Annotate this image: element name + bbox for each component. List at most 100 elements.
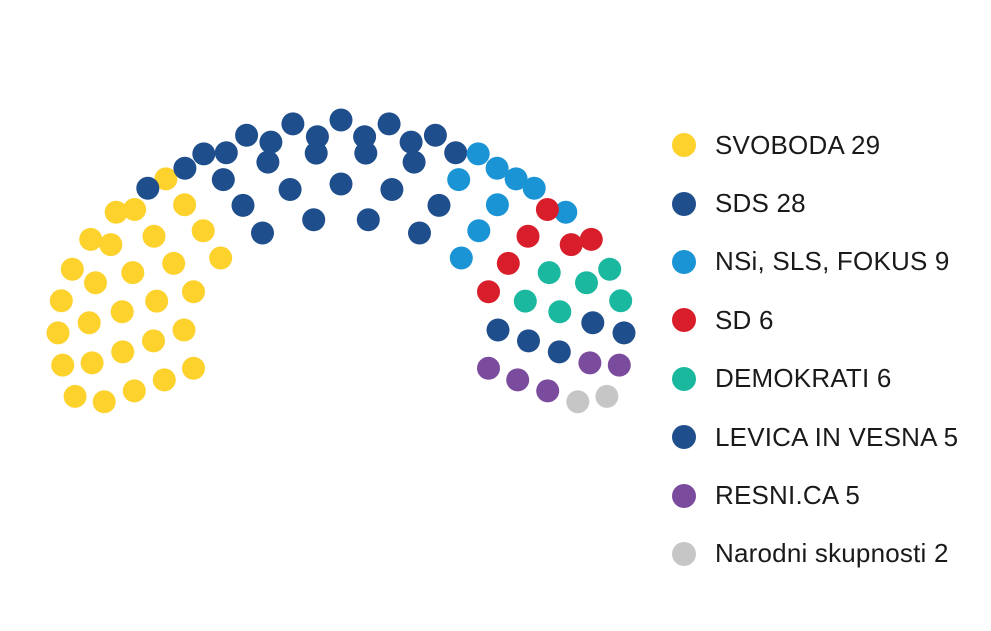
seat-svoboda <box>209 246 233 270</box>
seat-levica-in-vesna <box>486 318 510 342</box>
seat-sds <box>251 221 274 245</box>
seat-sds <box>444 141 468 165</box>
seat-levica-in-vesna <box>547 340 571 364</box>
seat-sds <box>281 112 305 136</box>
seat-nsi-sls-fokus <box>485 193 509 217</box>
seat-sds <box>259 130 283 154</box>
seat-demokrati <box>537 261 561 285</box>
seat-sds <box>356 208 380 232</box>
seat-demokrati <box>609 289 633 313</box>
seat-sd <box>559 233 583 257</box>
seat-svoboda <box>104 200 128 224</box>
seat-sds <box>302 208 326 232</box>
seat-sds <box>354 141 378 165</box>
legend-swatch-nsi-sls-fokus <box>672 249 696 274</box>
legend-item-sd: SD 6 <box>672 291 958 349</box>
seat-svoboda <box>172 318 196 342</box>
seat-sds <box>402 150 426 174</box>
seat-svoboda <box>191 219 215 243</box>
legend-swatch-levica-in-vesna <box>672 425 696 450</box>
legend-swatch-svoboda <box>672 133 696 158</box>
seat-narodni-skupnosti <box>566 390 590 414</box>
seat-svoboda <box>110 300 134 324</box>
seat-levica-in-vesna <box>612 321 636 345</box>
legend-label-resnica: RESNI.CA 5 <box>715 480 861 511</box>
seat-svoboda <box>49 289 73 313</box>
seat-sds <box>380 178 404 201</box>
legend-swatch-demokrati <box>672 366 696 391</box>
seat-svoboda <box>145 289 169 313</box>
legend-item-resnica: RESNI.CA 5 <box>672 466 958 524</box>
seat-resni-ca <box>506 368 530 392</box>
seat-demokrati <box>598 257 622 281</box>
seat-levica-in-vesna <box>581 311 605 335</box>
seat-demokrati <box>513 289 537 313</box>
seat-svoboda <box>152 368 176 392</box>
seat-sds <box>278 178 302 201</box>
seat-svoboda <box>182 356 205 380</box>
seat-sds <box>214 141 238 165</box>
seat-sds <box>399 130 423 154</box>
legend-label-svoboda: SVOBODA 29 <box>715 129 881 160</box>
seat-nsi-sls-fokus <box>467 219 491 243</box>
seat-sd <box>579 227 603 251</box>
legend-item-demokrati: DEMOKRATI 6 <box>672 350 958 408</box>
seat-sd <box>477 280 500 304</box>
seat-svoboda <box>142 224 166 248</box>
seat-resni-ca <box>477 356 500 380</box>
seat-sds <box>305 125 329 149</box>
seat-demokrati <box>575 271 598 295</box>
seat-sds <box>256 150 280 174</box>
seat-svoboda <box>46 321 70 345</box>
seat-sds <box>136 176 160 200</box>
legend-label-levica-in-vesna: LEVICA IN VESNA 5 <box>715 421 959 452</box>
seat-svoboda <box>51 353 75 377</box>
seat-sds <box>408 221 431 245</box>
seat-svoboda <box>77 311 101 335</box>
seat-resni-ca <box>536 379 560 403</box>
seat-sds <box>173 156 197 180</box>
seat-svoboda <box>63 384 87 408</box>
legend-swatch-sds <box>672 191 696 216</box>
seat-nsi-sls-fokus <box>554 200 578 224</box>
seat-sds <box>329 172 353 196</box>
seat-demokrati <box>548 300 572 324</box>
seat-sds <box>231 193 255 217</box>
seat-sds <box>329 108 353 132</box>
legend-item-levica-in-vesna: LEVICA IN VESNA 5 <box>672 408 958 466</box>
seat-svoboda <box>84 271 107 295</box>
seat-nsi-sls-fokus <box>447 168 471 192</box>
seat-svoboda <box>99 233 123 257</box>
seat-svoboda <box>121 261 145 285</box>
seat-levica-in-vesna <box>517 329 540 353</box>
seat-nsi-sls-fokus <box>449 246 473 270</box>
seat-resni-ca <box>607 353 631 377</box>
legend-item-svoboda: SVOBODA 29 <box>672 116 958 174</box>
seat-nsi-sls-fokus <box>522 176 546 200</box>
seat-sds <box>211 168 235 192</box>
seat-svoboda <box>162 251 186 275</box>
legend-label-nsi-sls-fokus: NSi, SLS, FOKUS 9 <box>715 246 950 277</box>
seat-resni-ca <box>578 351 602 375</box>
seat-svoboda <box>123 198 147 221</box>
seat-sds <box>423 123 447 147</box>
seat-sds <box>377 112 401 136</box>
seat-sd <box>535 198 559 221</box>
seat-svoboda <box>182 280 205 304</box>
seat-sds <box>235 123 259 147</box>
legend-label-sds: SDS 28 <box>715 188 806 219</box>
seat-sds <box>353 125 377 149</box>
legend-label-narodni-skupnosti: Narodni skupnosti 2 <box>715 538 949 569</box>
seat-sd <box>516 224 540 248</box>
seat-sds <box>304 141 328 165</box>
seat-svoboda <box>154 167 178 191</box>
seat-narodni-skupnosti <box>595 384 619 408</box>
legend-label-sd: SD 6 <box>715 304 774 335</box>
seat-nsi-sls-fokus <box>504 167 528 191</box>
seat-svoboda <box>142 329 165 353</box>
legend-swatch-narodni-skupnosti <box>672 541 696 566</box>
legend-swatch-resnica <box>672 483 696 508</box>
seat-svoboda <box>80 351 104 375</box>
legend-label-demokrati: DEMOKRATI 6 <box>715 363 892 394</box>
